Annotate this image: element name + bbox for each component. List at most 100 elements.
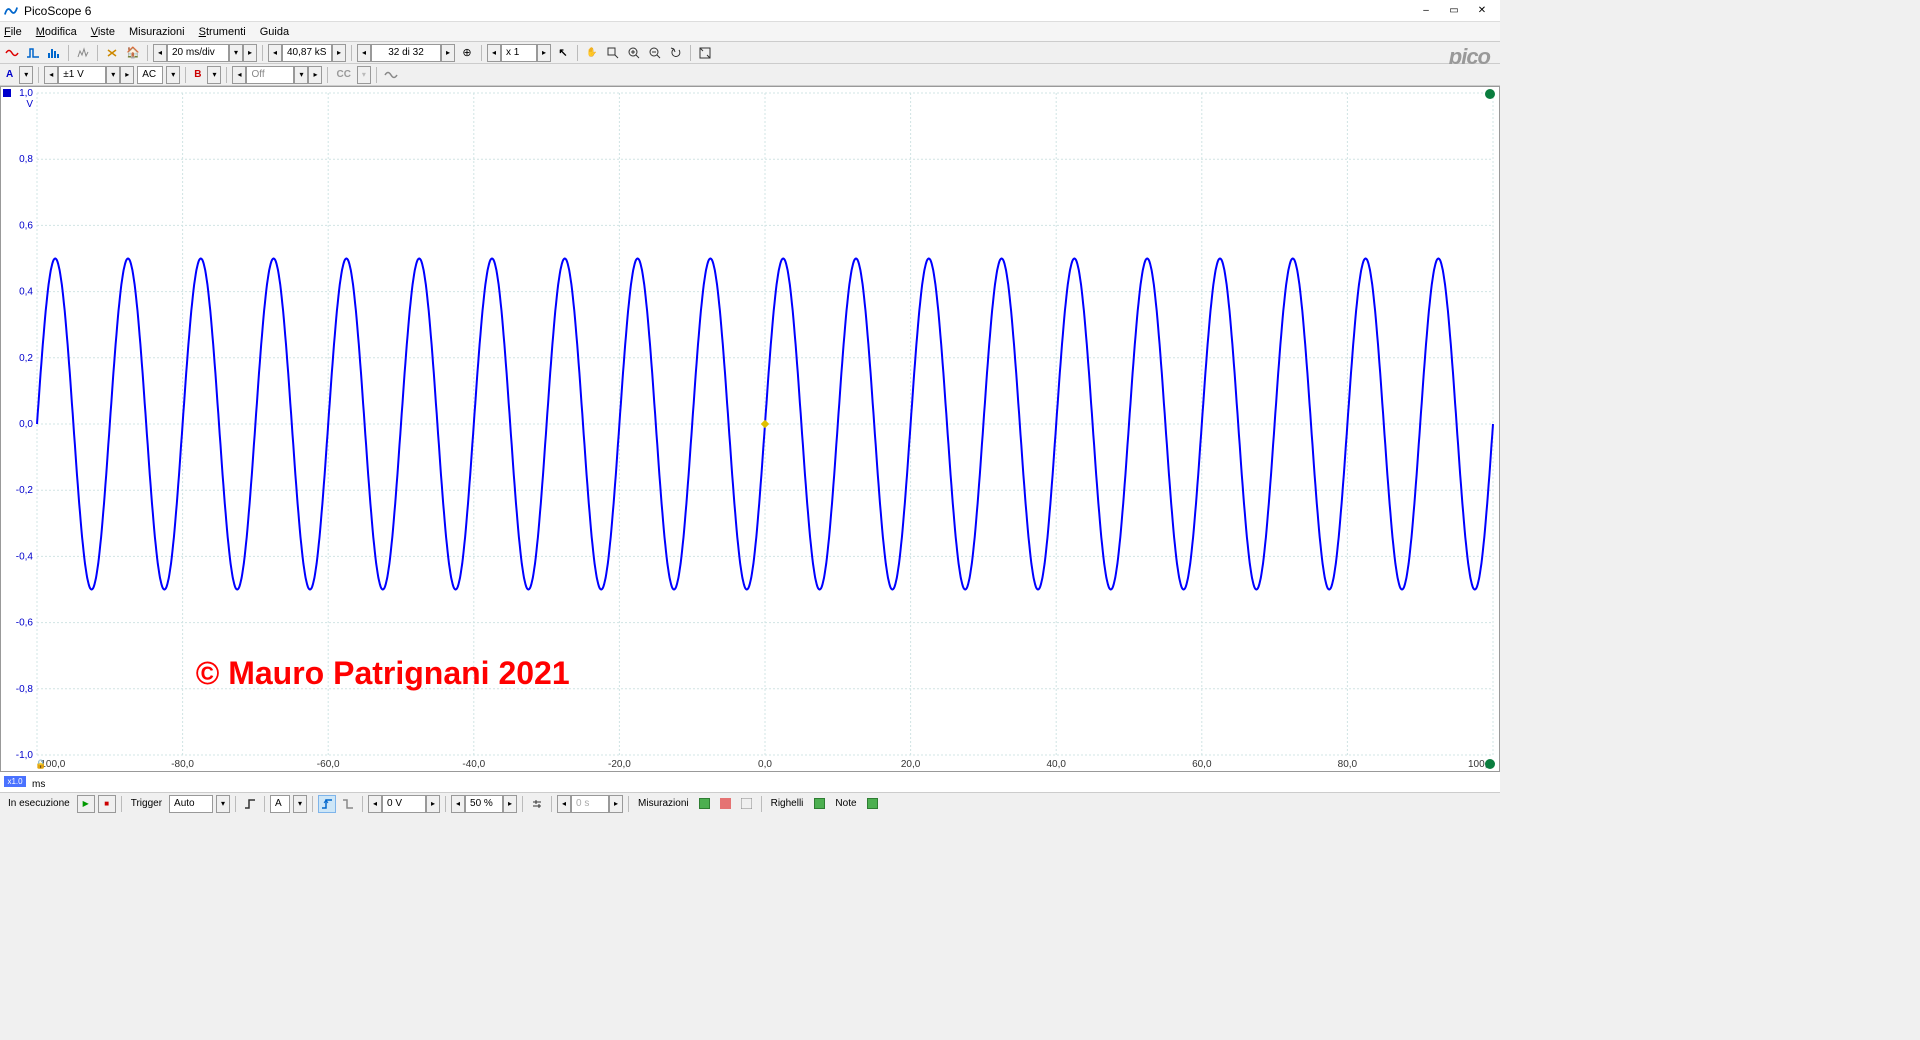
delay-next[interactable]: ▸	[609, 795, 623, 813]
samples-next[interactable]: ▸	[332, 44, 346, 62]
oscilloscope-display[interactable]: 1,00,80,60,40,20,0-0,2-0,4-0,6-0,8-1,0V-…	[0, 86, 1500, 772]
ch-a-range-prev[interactable]: ◂	[44, 66, 58, 84]
ch-b-dd[interactable]: ▾	[207, 66, 221, 84]
ch-b-range-dd[interactable]: ▾	[294, 66, 308, 84]
math-channel-icon[interactable]	[382, 66, 400, 84]
svg-text:1,0: 1,0	[19, 88, 33, 99]
ch-a-range-dd[interactable]: ▾	[106, 66, 120, 84]
pretrigger-next[interactable]: ▸	[503, 795, 517, 813]
zoom-prev[interactable]: ◂	[487, 44, 501, 62]
buffer-overview-icon[interactable]	[458, 44, 476, 62]
zoom-field[interactable]: x 1	[501, 44, 537, 62]
go-button[interactable]: ▶	[77, 795, 95, 813]
buffer-prev[interactable]: ◂	[357, 44, 371, 62]
run-status: In esecuzione	[4, 798, 74, 809]
zoom-next[interactable]: ▸	[537, 44, 551, 62]
zoom-in-icon[interactable]	[625, 44, 643, 62]
svg-text:40,0: 40,0	[1046, 759, 1066, 770]
svg-text:🔒: 🔒	[35, 759, 46, 769]
ch-b-range-prev[interactable]: ◂	[232, 66, 246, 84]
home-icon[interactable]	[124, 44, 142, 62]
trigger-mode-field[interactable]: Auto	[169, 795, 213, 813]
ch-a-coupling-field[interactable]: AC	[137, 66, 163, 84]
trigger-channel-dd[interactable]: ▾	[293, 795, 307, 813]
statusbar: In esecuzione ▶ ■ Trigger Auto ▾ A ▾ ◂ 0…	[0, 792, 1500, 814]
measurement-remove-icon[interactable]	[717, 795, 735, 813]
measurement-edit-icon[interactable]	[738, 795, 756, 813]
stop-button[interactable]: ■	[98, 795, 116, 813]
pretrigger-field[interactable]: 50 %	[465, 795, 503, 813]
ch-a-range-field[interactable]: ±1 V	[58, 66, 106, 84]
trigger-channel-field[interactable]: A	[270, 795, 290, 813]
svg-text:-20,0: -20,0	[608, 759, 631, 770]
pretrigger-prev[interactable]: ◂	[451, 795, 465, 813]
ch-a-range-next[interactable]: ▸	[120, 66, 134, 84]
siggen-icon[interactable]	[103, 44, 121, 62]
close-button[interactable]: ✕	[1468, 1, 1496, 21]
menu-help[interactable]: Guida	[260, 26, 289, 38]
samples-prev[interactable]: ◂	[268, 44, 282, 62]
menubar: File Modifica Viste Misurazioni Strument…	[0, 22, 1500, 42]
timebase-dd[interactable]: ▾	[229, 44, 243, 62]
menu-tools[interactable]: Strumenti	[199, 26, 246, 38]
persistence-mode-icon[interactable]	[24, 44, 42, 62]
spectrum-mode-icon[interactable]	[45, 44, 63, 62]
notes-icon[interactable]	[864, 795, 882, 813]
channel-cc-label[interactable]: CC	[333, 66, 353, 84]
svg-text:0,0: 0,0	[19, 419, 33, 430]
x-zoom-indicator[interactable]: x1.0	[4, 776, 26, 787]
trigger-rising-icon[interactable]	[318, 795, 336, 813]
zoom-box-icon[interactable]	[604, 44, 622, 62]
delay-field[interactable]: 0 s	[571, 795, 609, 813]
menu-file[interactable]: File	[4, 26, 22, 38]
trigger-edge-icon[interactable]	[241, 795, 259, 813]
marker-top[interactable]	[1485, 89, 1495, 99]
ch-a-coupling-dd[interactable]: ▾	[166, 66, 180, 84]
trigger-level-prev[interactable]: ◂	[368, 795, 382, 813]
menu-measurements[interactable]: Misurazioni	[129, 26, 185, 38]
menu-views[interactable]: Viste	[91, 26, 115, 38]
trigger-falling-icon[interactable]	[339, 795, 357, 813]
trigger-level-next[interactable]: ▸	[426, 795, 440, 813]
zoom-out-icon[interactable]	[646, 44, 664, 62]
watermark-text: © Mauro Patrignani 2021	[196, 655, 570, 692]
svg-text:-0,8: -0,8	[16, 684, 34, 695]
persistence-icon[interactable]	[74, 44, 92, 62]
timebase-next[interactable]: ▸	[243, 44, 257, 62]
ch-cc-dd[interactable]: ▾	[357, 66, 371, 84]
rulers-icon[interactable]	[810, 795, 828, 813]
toolbar-channels: A ▾ ◂ ±1 V ▾ ▸ AC ▾ B ▾ ◂ Off ▾ ▸ CC ▾	[0, 64, 1500, 86]
channel-b-label[interactable]: B	[191, 66, 204, 84]
minimize-button[interactable]: –	[1412, 1, 1440, 21]
pointer-tool-icon[interactable]	[554, 44, 572, 62]
svg-text:20,0: 20,0	[901, 759, 921, 770]
scope-mode-icon[interactable]	[3, 44, 21, 62]
samples-control: ◂ 40,87 kS ▸	[268, 44, 346, 62]
svg-text:0,2: 0,2	[19, 353, 33, 364]
menu-edit[interactable]: Modifica	[36, 26, 77, 38]
ch-b-range-next[interactable]: ▸	[308, 66, 322, 84]
zoom-fit-icon[interactable]	[696, 44, 714, 62]
samples-field[interactable]: 40,87 kS	[282, 44, 332, 62]
channel-a-label[interactable]: A	[3, 66, 16, 84]
trigger-advanced-icon[interactable]	[528, 795, 546, 813]
ch-b-range-field[interactable]: Off	[246, 66, 294, 84]
marker-bottom[interactable]	[1485, 759, 1495, 769]
titlebar: PicoScope 6 – ▭ ✕	[0, 0, 1500, 22]
measurement-add-icon[interactable]	[696, 795, 714, 813]
maximize-button[interactable]: ▭	[1440, 1, 1468, 21]
delay-prev[interactable]: ◂	[557, 795, 571, 813]
pan-tool-icon[interactable]	[583, 44, 601, 62]
timebase-prev[interactable]: ◂	[153, 44, 167, 62]
trigger-level-control: ◂ 0 V ▸	[368, 795, 440, 813]
ch-a-dd[interactable]: ▾	[19, 66, 33, 84]
svg-text:V: V	[26, 99, 33, 110]
trigger-mode-dd[interactable]: ▾	[216, 795, 230, 813]
trigger-level-field[interactable]: 0 V	[382, 795, 426, 813]
buffer-next[interactable]: ▸	[441, 44, 455, 62]
timebase-control: ◂ 20 ms/div ▾ ▸	[153, 44, 257, 62]
undo-zoom-icon[interactable]	[667, 44, 685, 62]
buffer-field[interactable]: 32 di 32	[371, 44, 441, 62]
timebase-field[interactable]: 20 ms/div	[167, 44, 229, 62]
svg-text:0,0: 0,0	[758, 759, 772, 770]
